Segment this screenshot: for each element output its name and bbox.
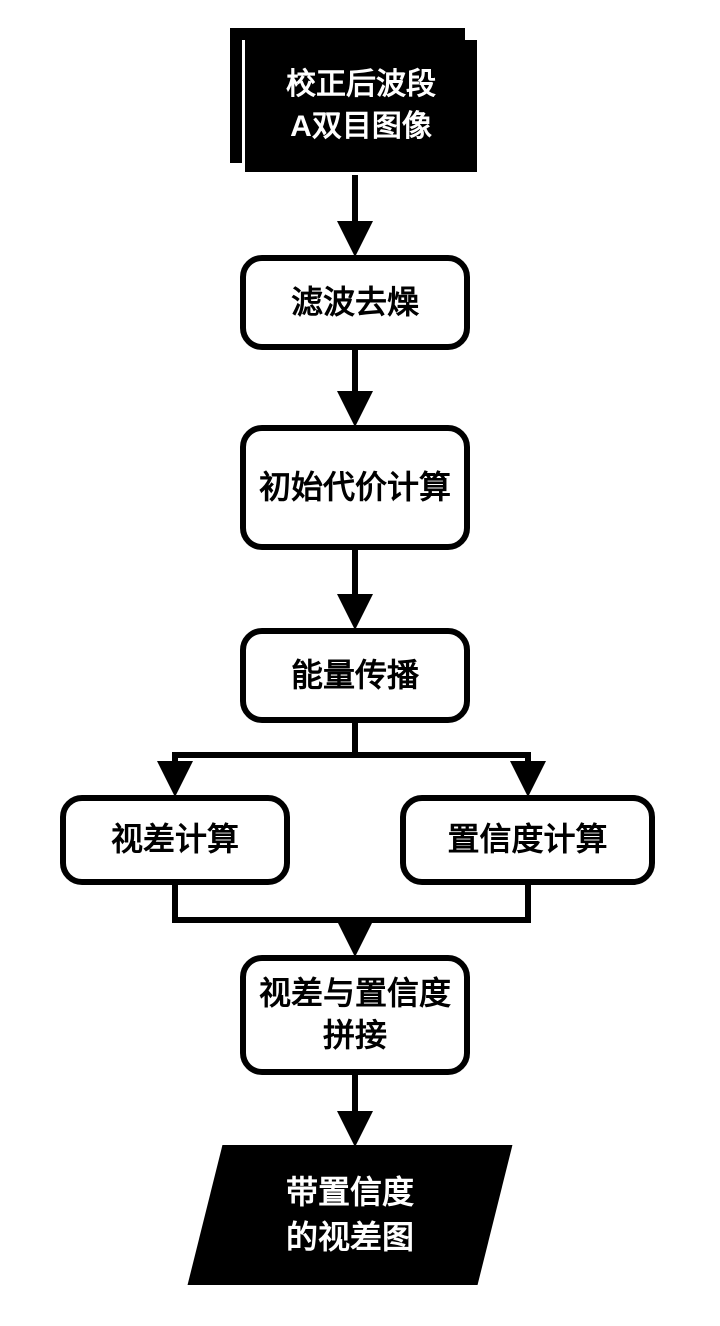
- end-label-wrap: 带置信度的视差图: [205, 1145, 495, 1285]
- energy-label: 能量传播: [291, 655, 419, 697]
- cost-node: 初始代价计算: [240, 425, 470, 550]
- cost-label: 初始代价计算: [259, 467, 451, 509]
- filter-label: 滤波去燥: [291, 282, 419, 324]
- edge-energy-confidence: [355, 723, 528, 785]
- disparity-node: 视差计算: [60, 795, 290, 885]
- merge-node: 视差与置信度拼接: [240, 955, 470, 1075]
- flowchart-container: 校正后波段A双目图像 滤波去燥 初始代价计算 能量传播 视差计算 置信度计算 视…: [0, 0, 720, 1326]
- merge-label: 视差与置信度拼接: [256, 973, 454, 1056]
- confidence-label: 置信度计算: [447, 819, 607, 861]
- filter-node: 滤波去燥: [240, 255, 470, 350]
- end-node: 带置信度的视差图: [205, 1145, 495, 1285]
- edge-energy-disparity: [175, 723, 355, 785]
- start-front-rect: 校正后波段A双目图像: [242, 40, 477, 175]
- edge-confidence-merge: [355, 885, 528, 945]
- edge-disparity-merge: [175, 885, 355, 945]
- end-label: 带置信度的视差图: [286, 1170, 414, 1260]
- energy-node: 能量传播: [240, 628, 470, 723]
- confidence-node: 置信度计算: [400, 795, 655, 885]
- start-label: 校正后波段A双目图像: [286, 64, 436, 148]
- disparity-label: 视差计算: [111, 819, 239, 861]
